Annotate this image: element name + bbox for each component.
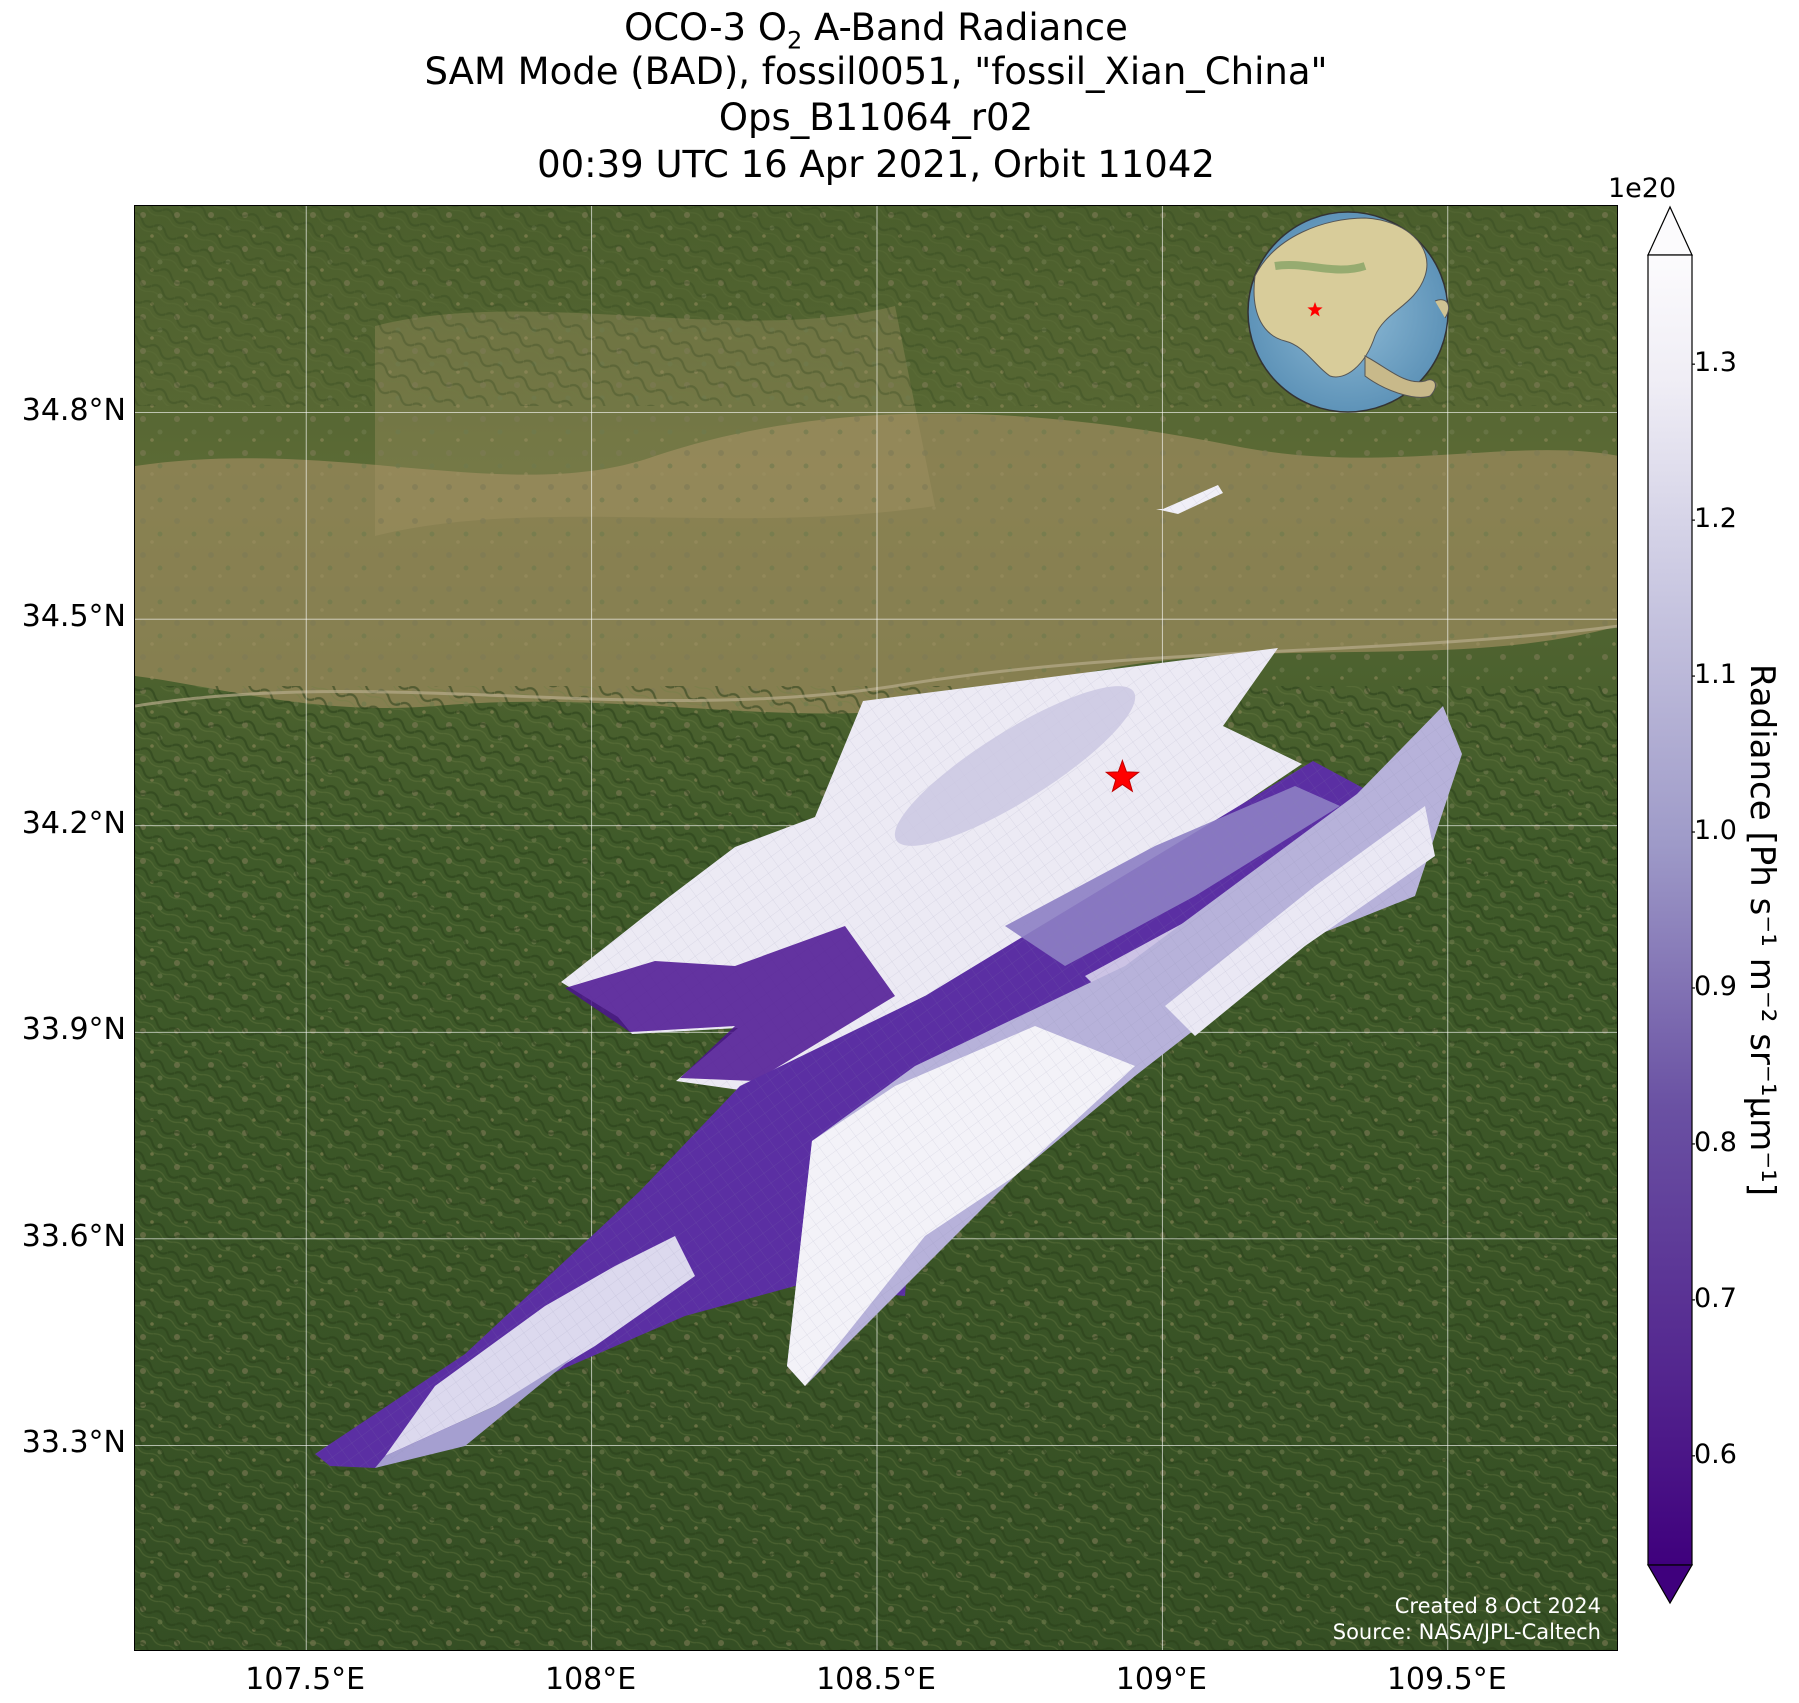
target-star-icon[interactable] (1104, 759, 1140, 793)
swath-lower-grid (787, 706, 1462, 1386)
map-panel[interactable]: Created 8 Oct 2024 Source: NASA/JPL-Calt… (134, 205, 1618, 1651)
colorbar-gradient (1647, 254, 1693, 1566)
map-canvas (135, 206, 1617, 1650)
globe-japan-land (1434, 299, 1450, 319)
colorbar-tick-label: 0.8 (1694, 1126, 1737, 1158)
lon-tick-label: 109°E (1115, 1662, 1207, 1697)
colorbar-tick-label: 0.7 (1694, 1282, 1737, 1314)
sounding-swaths (315, 485, 1462, 1468)
globe-target-star-icon (1307, 302, 1323, 317)
globe-indonesia-land (1364, 355, 1436, 398)
title-line-1: OCO-3 O2 A-Band Radiance (134, 8, 1618, 60)
colorbar-label: Radiance [Ph s⁻¹ m⁻² sr⁻¹μm⁻¹] (1742, 663, 1782, 1197)
lat-tick-label: 33.6°N (21, 1218, 126, 1254)
credit-source: Source: NASA/JPL-Caltech (1332, 1620, 1601, 1644)
globe-siberia (1274, 261, 1367, 274)
colorbar-upper-extend (1647, 205, 1693, 256)
lon-tick-label: 107.5°E (245, 1662, 366, 1697)
lon-tick-label: 108°E (545, 1662, 637, 1697)
lat-tick-label: 33.9°N (21, 1012, 126, 1048)
lon-tick-label: 109.5°E (1386, 1662, 1507, 1697)
colorbar-tick-label: 0.6 (1694, 1438, 1737, 1470)
colorbar-tick-label: 1.0 (1694, 815, 1737, 847)
swath-middle-grid (315, 761, 1365, 1468)
colorbar-tick-label: 1.1 (1694, 659, 1737, 691)
basemap-river (135, 624, 1617, 708)
title-suffix: A-Band Radiance (802, 6, 1128, 49)
swath-upper-low-radiance (565, 926, 895, 1081)
colorbar-tick-label: 0.9 (1694, 970, 1737, 1002)
colorbar-lower-extend (1646, 1564, 1694, 1605)
lat-tick-label: 34.5°N (21, 599, 126, 635)
lat-tick-label: 34.8°N (21, 392, 126, 428)
swath-north-fragment-grid (1156, 485, 1223, 514)
inset-globe (1247, 211, 1450, 413)
lon-tick-label: 108.5°E (816, 1662, 936, 1697)
colorbar-tick-label: 1.3 (1694, 347, 1737, 379)
colorbar-exponent: 1e20 (1608, 173, 1677, 204)
credit-created: Created 8 Oct 2024 (1394, 1594, 1601, 1618)
lat-tick-label: 33.3°N (21, 1425, 126, 1461)
title-line-4: 00:39 UTC 16 Apr 2021, Orbit 11042 (537, 143, 1215, 186)
swath-upper-patch (894, 686, 1136, 846)
colorbar-ticks (1692, 363, 1695, 1457)
colorbar-tick-label: 1.2 (1694, 503, 1737, 535)
title-line-3: Ops_B11064_r02 (718, 96, 1034, 139)
title-line-2: SAM Mode (BAD), fossil0051, "fossil_Xian… (424, 50, 1328, 93)
title-subscript: 2 (786, 26, 803, 55)
colorbar (1646, 205, 1695, 1605)
globe-asia-land (1253, 217, 1428, 378)
lat-tick-label: 34.2°N (21, 805, 126, 841)
title-prefix: OCO-3 O (624, 6, 787, 49)
